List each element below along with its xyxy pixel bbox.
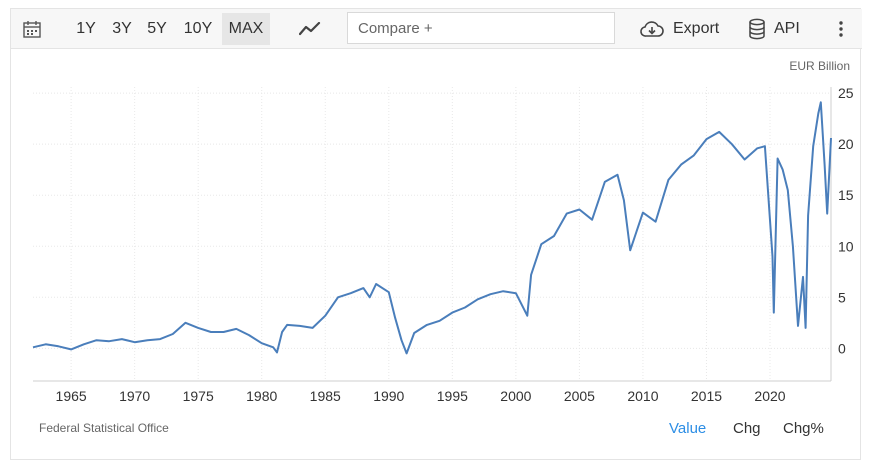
source-label: Federal Statistical Office bbox=[39, 421, 169, 435]
series-line bbox=[32, 101, 832, 355]
mode-chg-tab[interactable]: Chg bbox=[733, 420, 761, 437]
y-tick-label: 20 bbox=[838, 136, 854, 152]
x-tick-label: 1995 bbox=[437, 388, 468, 404]
database-icon bbox=[749, 18, 765, 40]
calendar-icon[interactable] bbox=[21, 9, 43, 49]
range-10y-button[interactable]: 10Y bbox=[183, 20, 213, 37]
compare-input[interactable] bbox=[347, 12, 615, 44]
range-1y-button[interactable]: 1Y bbox=[76, 20, 96, 37]
range-3y-button[interactable]: 3Y bbox=[112, 20, 132, 37]
x-tick-label: 2020 bbox=[754, 388, 785, 404]
x-tick-label: 1965 bbox=[56, 388, 87, 404]
x-tick-label: 1980 bbox=[246, 388, 277, 404]
range-max-button[interactable]: MAX bbox=[222, 13, 270, 45]
range-5y-button[interactable]: 5Y bbox=[147, 20, 167, 37]
x-tick-label: 1970 bbox=[119, 388, 150, 404]
cloud-download-icon bbox=[640, 21, 664, 37]
export-label: Export bbox=[673, 20, 720, 37]
y-tick-label: 25 bbox=[838, 85, 854, 101]
x-tick-label: 2010 bbox=[627, 388, 658, 404]
api-button[interactable]: API bbox=[748, 9, 800, 49]
x-tick-label: 1990 bbox=[373, 388, 404, 404]
mode-chg-percent-tab[interactable]: Chg% bbox=[783, 420, 824, 437]
export-button[interactable]: Export bbox=[639, 9, 719, 49]
mode-value-tab[interactable]: Value bbox=[669, 420, 707, 437]
y-tick-label: 15 bbox=[838, 187, 854, 203]
x-tick-label: 2000 bbox=[500, 388, 531, 404]
x-tick-label: 1985 bbox=[310, 388, 341, 404]
line-chart-icon[interactable] bbox=[298, 9, 322, 49]
y-tick-label: 5 bbox=[838, 289, 846, 305]
y-tick-label: 0 bbox=[838, 340, 846, 356]
chart-toolbar: 1Y 3Y 5Y 10Y MAX Export bbox=[11, 9, 862, 49]
y-tick-label: 10 bbox=[838, 238, 854, 254]
chart-widget: 1Y 3Y 5Y 10Y MAX Export bbox=[10, 8, 862, 460]
x-tick-label: 2015 bbox=[691, 388, 722, 404]
unit-label: EUR Billion bbox=[789, 59, 850, 73]
more-vertical-icon[interactable] bbox=[833, 9, 849, 49]
api-label: API bbox=[774, 20, 800, 37]
line-chart: 1965 1970 1975 1980 1985 1990 1995 2000 2005 2010… bbox=[32, 85, 854, 404]
x-tick-label: 1975 bbox=[183, 388, 214, 404]
x-tick-label: 2005 bbox=[564, 388, 595, 404]
